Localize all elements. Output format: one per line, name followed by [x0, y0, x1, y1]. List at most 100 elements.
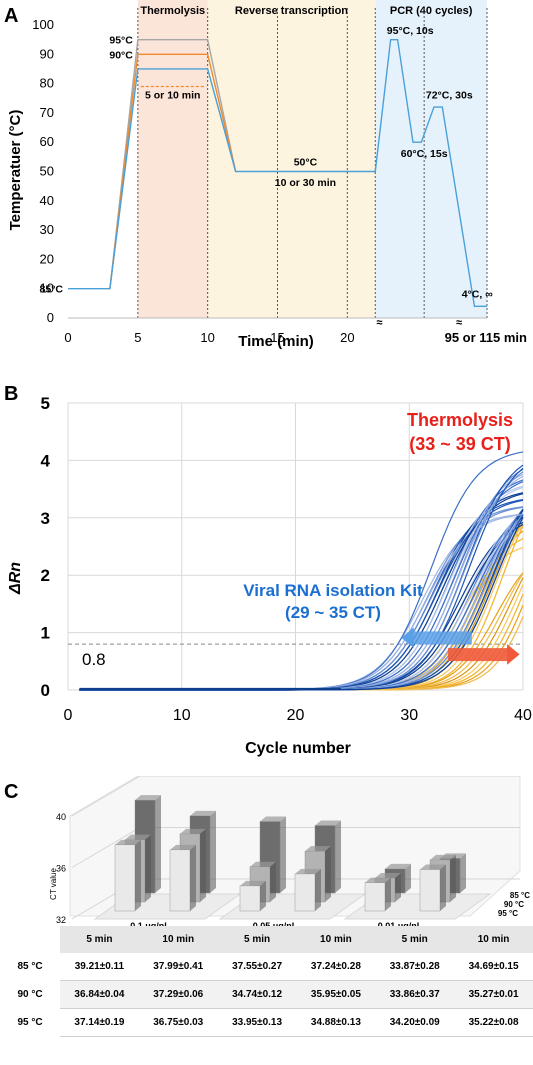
- ct-bar-top: [375, 873, 401, 879]
- grid-line: [71, 776, 141, 817]
- y-tick-label: 2: [41, 566, 50, 585]
- axis-break: ≈: [376, 317, 382, 329]
- ct-bar-side: [200, 828, 206, 902]
- table-column-header: 10 min: [454, 926, 533, 953]
- table-cell: 37.55±0.27: [217, 953, 297, 981]
- ct-bar-top: [135, 795, 161, 801]
- kit-range-arrow: [409, 631, 472, 645]
- concentration-label: 0.01 μg/nL: [378, 921, 423, 926]
- ct-bar-side: [155, 795, 161, 893]
- y-tick-label: 0: [47, 310, 54, 325]
- table-cell: 35.22±0.08: [454, 1008, 533, 1037]
- y-tick-label: 4: [41, 451, 51, 470]
- x-tick-label: 10: [200, 330, 214, 345]
- ct-bar: [294, 873, 316, 912]
- panel-c-ylabel: CT value: [49, 868, 58, 900]
- annotation-label: 5 or 10 min: [145, 89, 200, 101]
- temperature-series-line: [68, 38, 487, 307]
- y-tick-label: 32: [56, 915, 66, 925]
- thermolysis-range-arrowhead: [507, 644, 520, 665]
- table-row: 85 °C 39.21±0.11 37.99±0.41 37.55±0.27 3…: [0, 953, 533, 981]
- x-tick-label: 15: [270, 330, 284, 345]
- series-label: 95°C: [109, 35, 133, 47]
- y-tick-label: 100: [32, 17, 54, 32]
- series-label: 85°C: [40, 284, 64, 296]
- x-tick-label: 10: [173, 707, 191, 724]
- annotation-label: 72°C, 30s: [426, 89, 473, 101]
- temperature-label: 90 °C: [504, 900, 524, 909]
- ct-bar-top: [170, 844, 196, 850]
- table-cell: 33.87±0.28: [375, 953, 455, 981]
- table-header-row: 5 min 10 min 5 min 10 min 5 min 10 min: [0, 926, 533, 953]
- ct-bar-top: [250, 861, 276, 867]
- x-tick-label: 0: [64, 330, 71, 345]
- ct-bar: [114, 844, 136, 912]
- x-tick-label: 40: [514, 707, 532, 724]
- ct-bar-side: [325, 846, 331, 902]
- thermolysis-ct-range: (33 ~ 39 CT): [409, 434, 511, 454]
- ct-bar-side: [135, 839, 141, 911]
- table-row-label: 95 °C: [17, 1017, 43, 1028]
- ct-bar-side: [315, 868, 321, 911]
- ct-bar-side: [280, 816, 286, 893]
- y-tick-label: 60: [40, 134, 54, 149]
- thermolysis-range-arrow: [447, 648, 512, 662]
- annotation-label: 10 or 30 min: [275, 177, 336, 189]
- temperature-label: 85 °C: [510, 891, 530, 900]
- y-tick-label: 20: [40, 251, 54, 266]
- table-cell: 37.24±0.28: [296, 953, 376, 981]
- panel-a-ylabel: Temperatuer (°C): [7, 110, 24, 231]
- table-cell: 33.95±0.13: [217, 1008, 297, 1037]
- ct-bar: [239, 885, 261, 912]
- ct-bar-side: [190, 844, 196, 911]
- table-row: 90 °C 36.84±0.04 37.29±0.06 34.74±0.12 3…: [0, 980, 533, 1009]
- y-tick-label: 10: [40, 281, 54, 296]
- kit-ct-range: (29 ~ 35 CT): [285, 603, 381, 622]
- ct-bar-side: [405, 863, 411, 893]
- ct-bar-top: [315, 820, 341, 826]
- y-tick-label: 0: [41, 681, 50, 700]
- phase-label: Thermolysis: [140, 5, 205, 17]
- x-tick-label: 20: [287, 707, 305, 724]
- panel-b-xlabel: Cycle number: [245, 740, 351, 757]
- grid-line: [71, 827, 141, 868]
- ct-bar-top: [430, 854, 456, 860]
- x-end-label: 95 or 115 min: [445, 330, 527, 345]
- concentration-label: 0.05 μg/nL: [253, 921, 298, 926]
- table-cell: 34.69±0.15: [454, 953, 533, 981]
- ct-bar-side: [385, 877, 391, 911]
- axis-break: ≈: [456, 317, 462, 329]
- kit-group-label: Viral RNA isolation Kit: [243, 581, 423, 600]
- x-tick-label: 30: [400, 707, 418, 724]
- ct-bar-side: [260, 880, 266, 911]
- thermolysis-group-label: Thermolysis: [407, 410, 513, 430]
- ct-bar-side: [335, 820, 341, 893]
- annotation-label: 4°C, ∞: [462, 288, 493, 300]
- threshold-label: 0.8: [82, 650, 106, 669]
- ct-bar-top: [305, 846, 331, 852]
- ct-bar-top: [260, 816, 286, 822]
- ct-bar-top: [385, 863, 411, 869]
- ct-bar-top: [190, 810, 216, 816]
- annotation-label: 95°C, 10s: [387, 25, 434, 37]
- table-cell: 37.14±0.19: [60, 1008, 139, 1037]
- panel-b-ylabel: ΔRn: [7, 562, 24, 595]
- panel-letter-c: C: [4, 781, 18, 803]
- table-cell: 39.21±0.11: [60, 953, 139, 981]
- panel-letter-a: A: [4, 5, 18, 27]
- y-tick-label: 50: [40, 164, 54, 179]
- ct-bar-side: [210, 810, 216, 893]
- table-column-header: 5 min: [60, 926, 139, 953]
- y-tick-label: 80: [40, 76, 54, 91]
- x-tick-label: 20: [340, 330, 354, 345]
- ct-bar-side: [460, 853, 466, 893]
- table-cell: 34.74±0.12: [217, 980, 297, 1009]
- y-tick-label: 90: [40, 46, 54, 61]
- table-cell: 36.84±0.04: [60, 980, 139, 1009]
- ct-bar: [169, 849, 191, 912]
- ct-bar-top: [115, 839, 141, 845]
- y-tick-label: 70: [40, 105, 54, 120]
- temperature-series-line: [109, 38, 237, 289]
- table-row-label: 85 °C: [17, 961, 43, 973]
- ct-bar-side: [440, 864, 446, 911]
